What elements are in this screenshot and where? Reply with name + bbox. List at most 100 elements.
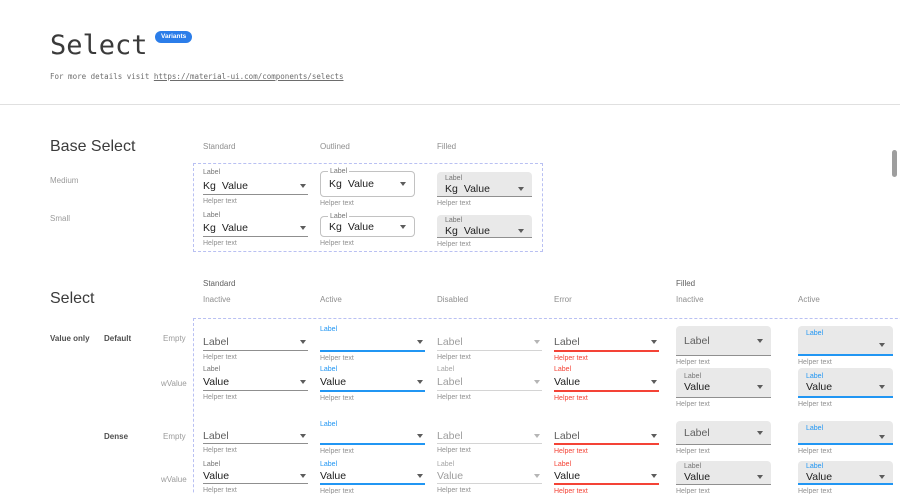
select-control[interactable]: Label Value — [676, 461, 771, 485]
column-header-outlined: Outlined — [320, 142, 350, 151]
dropdown-arrow-icon — [757, 430, 763, 435]
select-value: Value — [684, 381, 711, 393]
helper-text: Helper text — [320, 448, 354, 455]
select-floating-label — [437, 420, 542, 429]
select-value: Value — [554, 470, 581, 482]
select-control[interactable]: Label — [203, 429, 308, 444]
helper-text: Helper text — [554, 355, 588, 362]
select-control[interactable]: Value — [554, 469, 659, 485]
select-control[interactable]: Label — [437, 429, 542, 444]
helper-text: Helper text — [437, 241, 471, 248]
select-control[interactable] — [320, 429, 425, 445]
select-floating-label: Label — [320, 461, 338, 468]
select-value: Label — [554, 430, 580, 442]
row-header-empty-1: Empty — [163, 334, 186, 343]
select-floating-label: Label — [684, 463, 702, 470]
helper-text: Helper text — [676, 401, 710, 408]
select-floating-label: Label — [554, 366, 572, 373]
helper-text: Helper text — [798, 401, 832, 408]
select-floating-label — [554, 420, 659, 429]
select-value: Kg Value — [203, 179, 248, 192]
select-control[interactable]: Value — [554, 374, 659, 392]
dropdown-arrow-icon — [300, 474, 306, 478]
select-control[interactable]: Value — [320, 374, 425, 392]
select-control[interactable]: Label — [437, 334, 542, 351]
select-control[interactable]: Label — [437, 374, 542, 391]
select-control[interactable]: Label Value — [798, 368, 893, 398]
select-control[interactable]: Value — [203, 374, 308, 391]
helper-text: Helper text — [437, 487, 471, 494]
dropdown-arrow-icon — [757, 385, 763, 389]
select-control[interactable]: Label Kg Value — [437, 215, 532, 238]
helper-text: Helper text — [320, 355, 354, 362]
select-control[interactable]: Label — [798, 421, 893, 445]
column-header-standard: Standard — [203, 142, 236, 151]
select-adornment: Kg — [203, 179, 216, 192]
select-control[interactable]: Label Kg Value — [320, 213, 415, 237]
group-header-standard: Standard — [203, 279, 236, 288]
select-floating-label — [554, 325, 659, 334]
select-dense-standard-active-empty: Label Helper text — [320, 420, 425, 455]
row-header-medium: Medium — [50, 176, 79, 185]
base-select-standard-medium: Label Kg Value Helper text — [203, 168, 308, 205]
select-dense-standard-error-wvalue: Label Value Helper text — [554, 460, 659, 494]
select-control[interactable]: Label — [676, 326, 771, 356]
column-header-filled: Filled — [437, 142, 457, 151]
select-dense-standard-inactive-empty: Label Helper text — [203, 420, 308, 454]
dropdown-arrow-icon — [534, 380, 540, 384]
dropdown-arrow-icon — [417, 434, 423, 438]
select-control[interactable]: Label Kg Value — [320, 168, 415, 197]
variants-badge: Variants — [155, 31, 193, 43]
select-grid-heading: Select — [50, 290, 95, 307]
dropdown-arrow-icon — [400, 224, 406, 229]
select-control[interactable]: Value — [203, 469, 308, 484]
helper-text: Helper text — [676, 359, 710, 366]
scrollbar-thumb[interactable] — [892, 150, 897, 177]
select-standard-active-wvalue: Label Value Helper text — [320, 365, 425, 402]
select-control[interactable]: Label Value — [798, 461, 893, 485]
helper-text: Helper text — [554, 488, 588, 494]
select-floating-label: Label — [445, 216, 463, 224]
row-header-wvalue-2: wValue — [161, 475, 187, 484]
dropdown-arrow-icon — [757, 338, 763, 343]
dropdown-arrow-icon — [518, 228, 524, 233]
select-standard-disabled-wvalue: Label Label Helper text — [437, 365, 542, 401]
select-value: Label — [437, 430, 463, 442]
dropdown-arrow-icon — [651, 380, 657, 384]
select-dense-filled-active-wvalue: Label Value Helper text — [798, 461, 893, 494]
select-adornment: Kg — [203, 222, 216, 234]
select-dense-standard-active-wvalue: Label Value Helper text — [320, 460, 425, 494]
select-control[interactable]: Kg Value — [203, 220, 308, 237]
select-value: Value — [203, 376, 230, 388]
docs-link[interactable]: https://material-ui.com/components/selec… — [153, 72, 344, 81]
select-control[interactable]: Label — [554, 429, 659, 445]
state-header-filled-inactive: Inactive — [676, 295, 704, 304]
select-value: Label — [684, 426, 710, 439]
dropdown-arrow-icon — [651, 434, 657, 438]
select-control[interactable]: Label — [554, 334, 659, 352]
select-control[interactable]: Label — [203, 334, 308, 351]
select-control[interactable]: Kg Value — [203, 177, 308, 195]
select-control[interactable]: Label Kg Value — [437, 172, 532, 197]
select-floating-label: Label — [203, 366, 221, 373]
header-divider — [0, 104, 900, 105]
helper-text: Helper text — [203, 354, 237, 361]
row-header-wvalue-1: wValue — [161, 379, 187, 388]
select-control[interactable]: Label Value — [676, 368, 771, 398]
select-control[interactable]: Label — [798, 326, 893, 356]
dropdown-arrow-icon — [534, 434, 540, 438]
helper-text: Helper text — [676, 488, 710, 494]
dropdown-arrow-icon — [300, 226, 306, 230]
select-control[interactable]: Value — [320, 469, 425, 485]
base-select-filled-small: Label Kg Value Helper text — [437, 215, 532, 248]
select-value: Label — [203, 430, 229, 442]
select-adornment: Kg — [329, 178, 342, 190]
dropdown-arrow-icon — [300, 380, 306, 384]
row-header-small: Small — [50, 214, 71, 223]
select-control[interactable]: Value — [437, 469, 542, 484]
helper-text: Helper text — [320, 240, 354, 247]
select-control[interactable]: Label — [676, 421, 771, 445]
state-header-disabled: Disabled — [437, 295, 469, 304]
select-dense-standard-inactive-wvalue: Label Value Helper text — [203, 460, 308, 494]
select-control[interactable] — [320, 334, 425, 352]
